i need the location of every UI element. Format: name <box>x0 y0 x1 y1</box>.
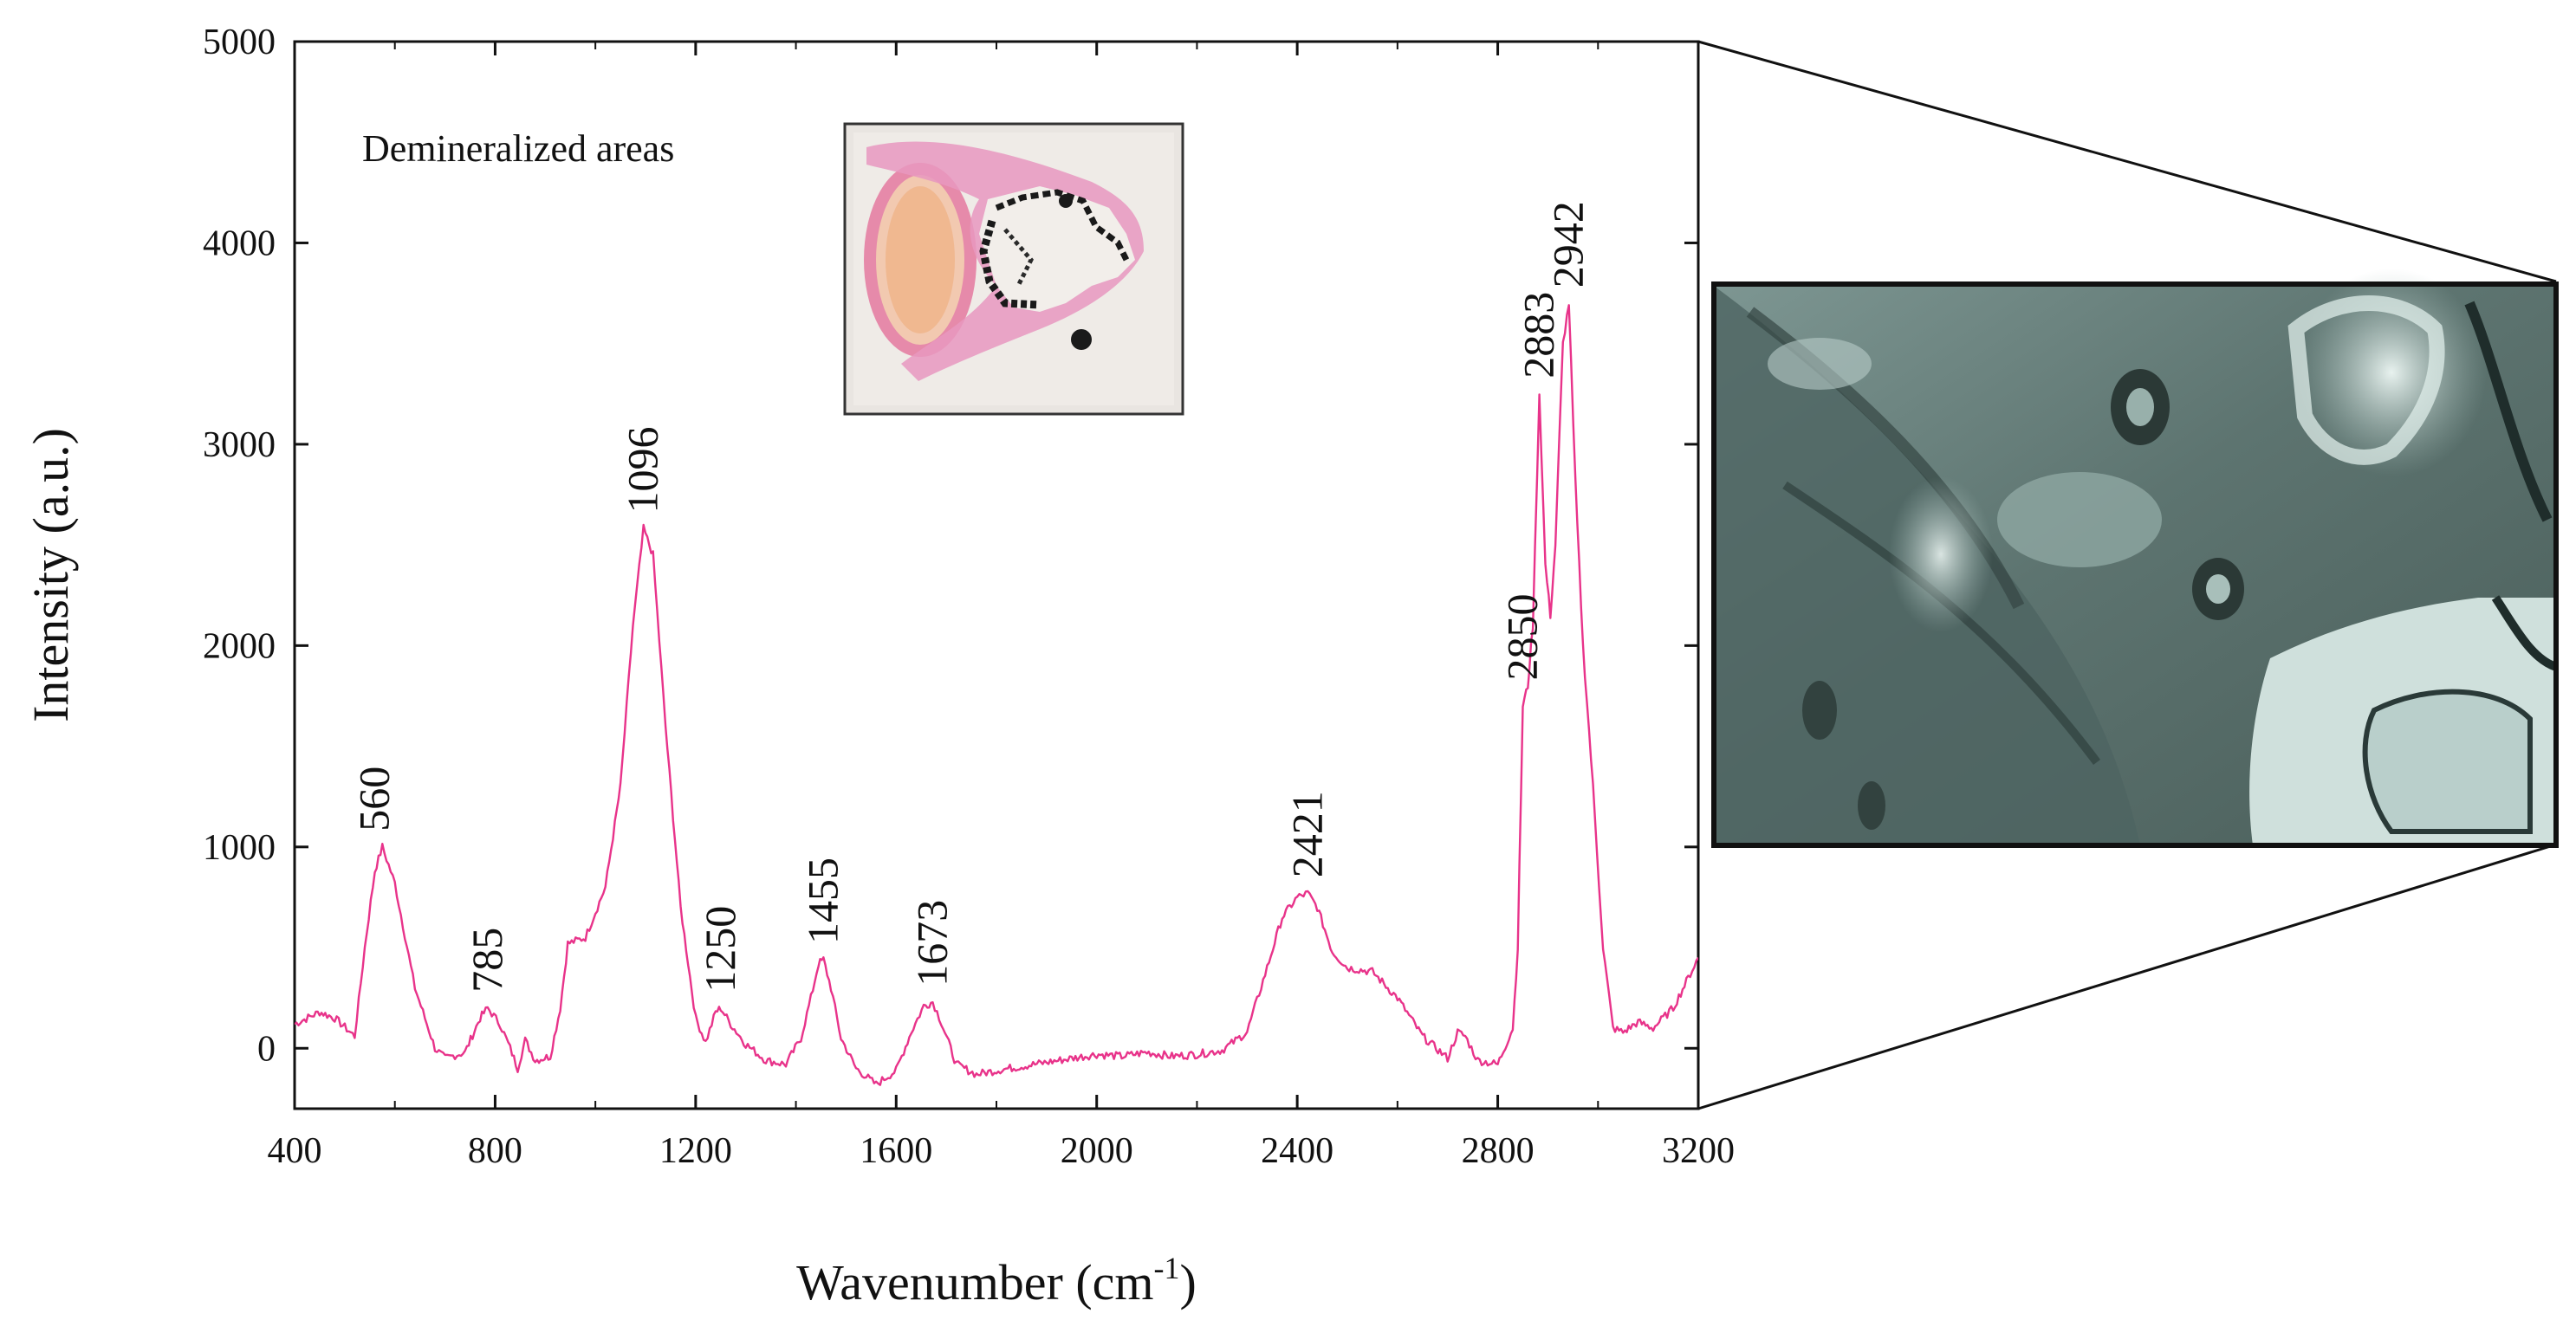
x-tick-label: 3200 <box>1662 1131 1735 1171</box>
zoom-connector-top <box>1697 40 2557 283</box>
zoom-connector-bottom <box>1697 843 2557 1110</box>
peak-label-1250: 1250 <box>696 906 744 993</box>
y-tick-label: 1000 <box>203 828 276 868</box>
x-tick-label: 2000 <box>1061 1131 1133 1171</box>
y-tick-label: 4000 <box>203 223 276 263</box>
peak-label-2942: 2942 <box>1544 201 1593 288</box>
axis-ticks: 400 800 1200 1600 2000 2400 2800 3200 0 1000 2000 3… <box>203 23 1735 1171</box>
demineralized-annotation: Demineralized areas <box>362 127 674 170</box>
x-axis-title-sup: -1 <box>1154 1251 1180 1285</box>
x-axis-title: Wavenumber (cm-1) <box>796 1251 1197 1310</box>
microscope-micrograph <box>1711 269 2559 848</box>
x-tick-label: 800 <box>468 1131 522 1171</box>
y-tick-label: 5000 <box>203 23 276 62</box>
peak-label-2421: 2421 <box>1282 791 1331 877</box>
x-tick-label: 1600 <box>860 1131 932 1171</box>
peak-label-2850: 2850 <box>1498 593 1547 680</box>
x-tick-label: 2400 <box>1261 1131 1333 1171</box>
peak-label-785: 785 <box>463 928 511 993</box>
y-axis-title: Intensity (a.u.) <box>23 428 79 722</box>
peak-label-2883: 2883 <box>1515 292 1563 379</box>
spectrum-line <box>295 304 1698 1086</box>
x-tick-label: 1200 <box>659 1131 732 1171</box>
y-tick-label: 0 <box>257 1029 276 1069</box>
x-axis-title-end: ) <box>1180 1254 1197 1310</box>
peak-label-560: 560 <box>350 767 399 832</box>
x-axis-title-main: Wavenumber (cm <box>796 1254 1153 1310</box>
x-tick-label: 2800 <box>1462 1131 1535 1171</box>
x-tick-label: 400 <box>268 1131 322 1171</box>
y-tick-label: 3000 <box>203 425 276 465</box>
y-tick-label: 2000 <box>203 626 276 666</box>
peak-label-1673: 1673 <box>908 900 957 987</box>
peak-label-1096: 1096 <box>619 427 667 514</box>
peak-label-1455: 1455 <box>798 857 847 944</box>
histology-section-thumbnail <box>843 122 1184 416</box>
